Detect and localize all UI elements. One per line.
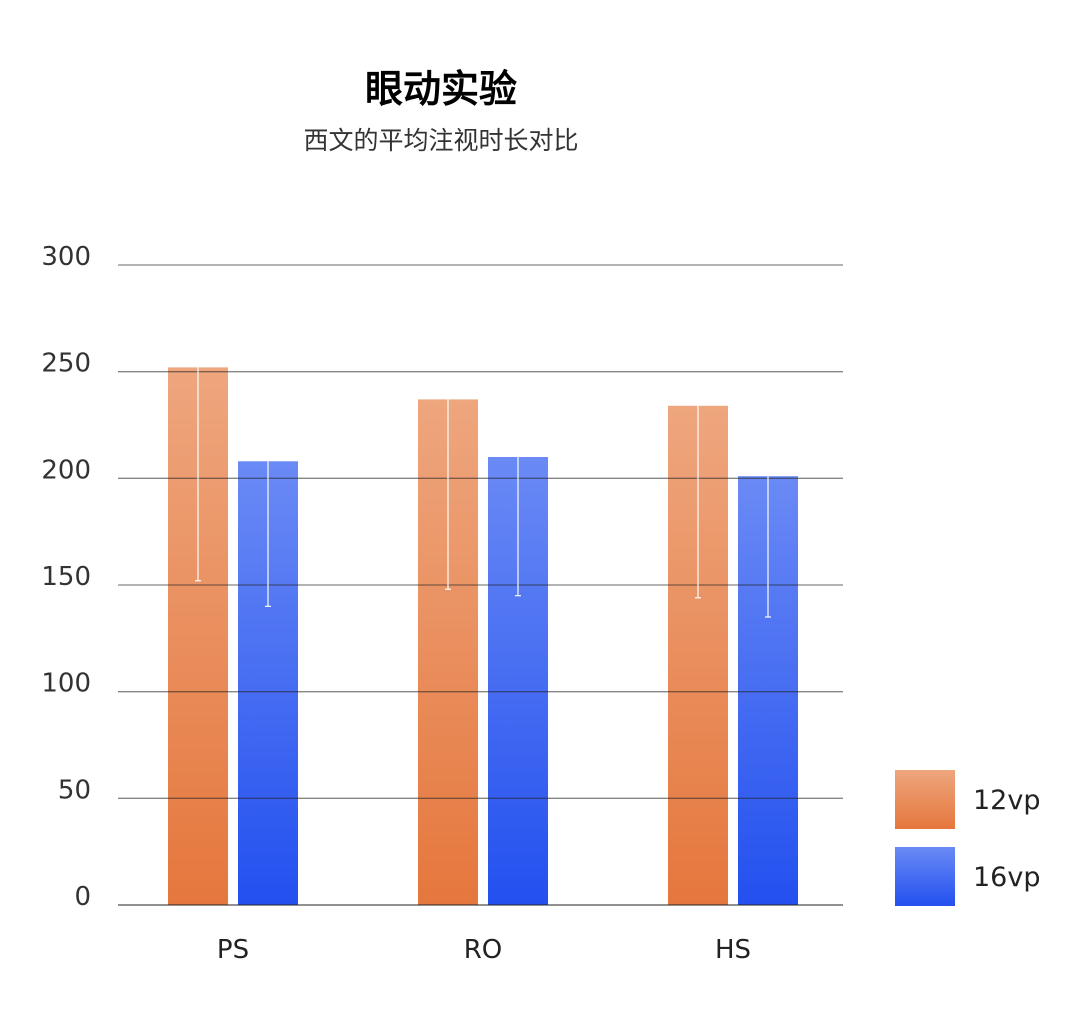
y-tick-label: 50 (58, 775, 91, 805)
legend-swatch-16vp (895, 847, 955, 906)
y-tick-label: 300 (41, 242, 91, 272)
y-tick-label: 100 (41, 669, 91, 699)
x-tick-label: HS (715, 935, 751, 965)
x-tick-label: RO (464, 935, 503, 965)
y-tick-label: 200 (41, 455, 91, 485)
x-tick-label: PS (217, 935, 249, 965)
chart-subtitle: 西文的平均注视时长对比 (303, 126, 579, 155)
legend-label: 12vp (973, 785, 1040, 816)
chart-title: 眼动实验 (364, 67, 517, 111)
y-tick-label: 250 (41, 349, 91, 379)
y-tick-label: 150 (41, 562, 91, 592)
legend-label: 16vp (973, 862, 1040, 893)
y-tick-label: 0 (74, 882, 91, 912)
legend-swatch-12vp (895, 770, 955, 829)
